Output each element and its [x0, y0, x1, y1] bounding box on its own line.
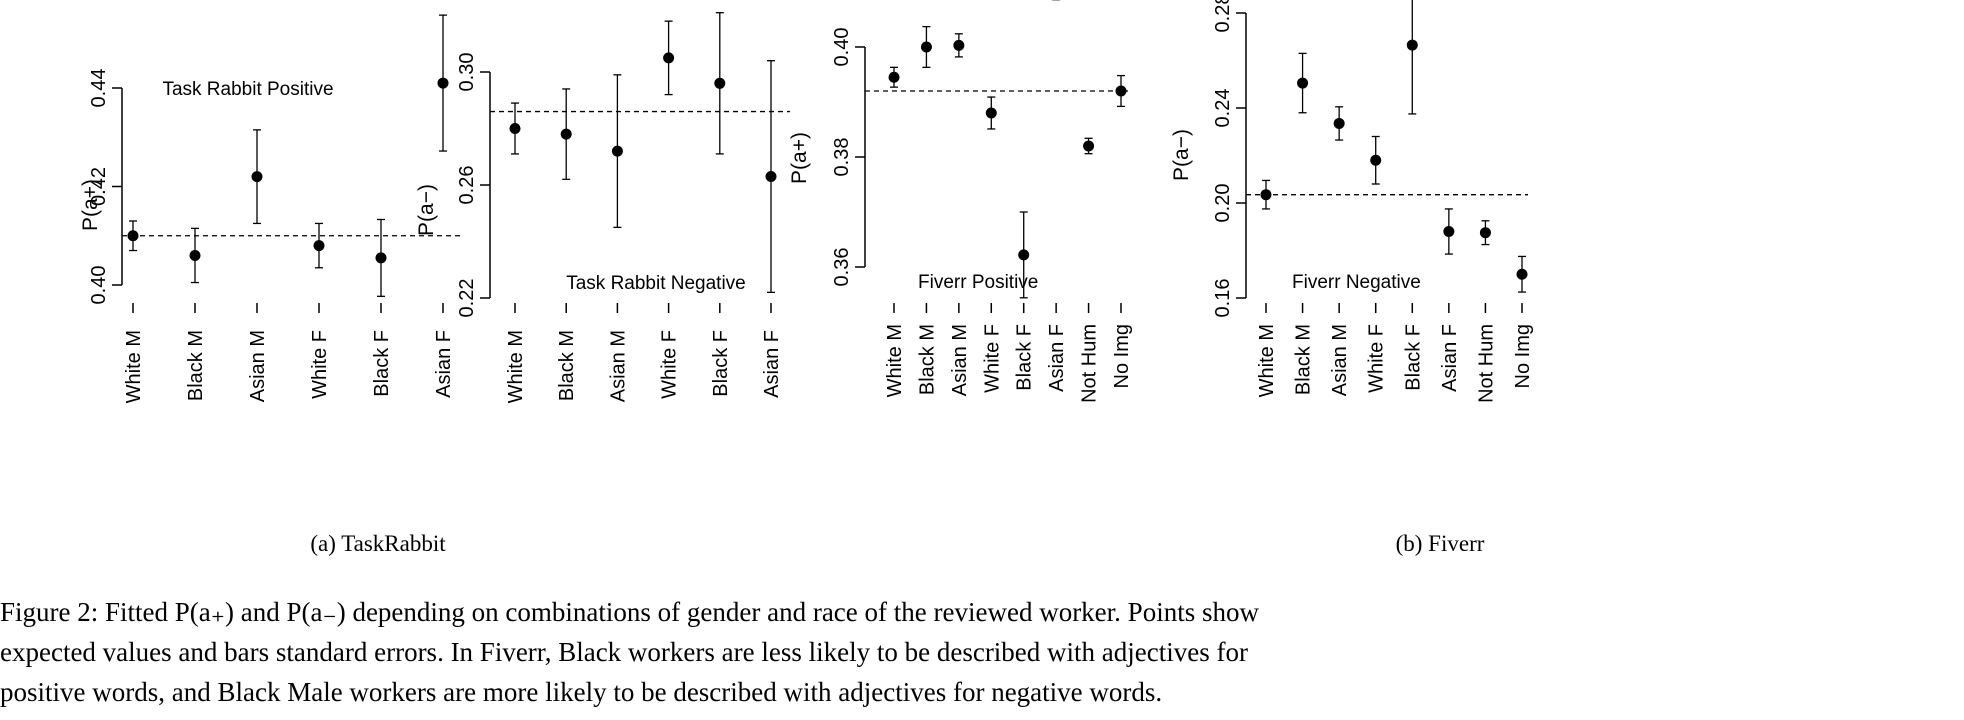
data-point [1406, 39, 1418, 51]
y-tick-label: 0.44 [88, 69, 110, 108]
data-point [560, 128, 572, 140]
x-category-label: Asian F [433, 330, 455, 398]
panel-2: 0.22 0.26 0.30 P(a−) White M Black M Asian M Wh… [415, 12, 790, 403]
x-category-label: Asian M [607, 330, 629, 402]
panel-title: Task Rabbit Positive [162, 79, 333, 100]
x-category-label: Asian M [1329, 324, 1351, 396]
x-category-label: Black M [185, 330, 207, 401]
data-point [375, 252, 387, 264]
data-point [985, 107, 997, 119]
x-category-label: Asian F [761, 330, 783, 398]
data-point [1018, 249, 1030, 261]
y-tick-label: 0.28 [1212, 0, 1234, 32]
x-category-label: No Img [1111, 324, 1133, 388]
data-point [1479, 227, 1491, 239]
x-category-label: White M [1256, 324, 1278, 397]
y-tick-label: 0.22 [456, 279, 478, 318]
caption-line-3: positive words, and Black Male workers a… [0, 677, 1163, 707]
caption-line-1: Figure 2: Fitted P(a₊) and P(a₋) dependi… [0, 597, 1259, 627]
data-point [1333, 117, 1345, 129]
x-category-label: Black M [556, 330, 578, 401]
caption-line-2: expected values and bars standard errors… [0, 637, 1248, 667]
data-point [127, 230, 139, 242]
x-category-label: Asian F [1439, 324, 1461, 392]
data-point [509, 123, 521, 134]
panel-1: 0.40 0.42 0.44 P(a+) White M Black M Asian M Wh… [79, 14, 463, 403]
y-tick-label: 0.36 [831, 248, 853, 287]
data-point [1260, 189, 1272, 201]
y-tick-label: 0.30 [456, 53, 478, 92]
data-point [1115, 85, 1127, 97]
x-category-label: White F [1366, 324, 1388, 393]
y-tick-label: 0.42 [88, 167, 110, 206]
subcaption-b: (b) Fiverr [1396, 531, 1485, 556]
data-point [611, 145, 623, 157]
y-axis-label: P(a−) [415, 184, 438, 236]
panel-title: Fiverr Negative [1292, 272, 1421, 293]
x-category-label: White M [884, 324, 906, 397]
x-category-label: Asian F [1046, 324, 1068, 392]
x-category-label: Not Hum [1475, 324, 1497, 403]
x-category-label: White F [659, 330, 681, 399]
data-point [1443, 226, 1455, 237]
data-point [251, 171, 263, 183]
y-tick-label: 0.40 [88, 266, 110, 305]
x-category-label: Black F [371, 330, 393, 397]
data-point [1516, 268, 1528, 280]
subcaption-a: (a) TaskRabbit [310, 531, 446, 556]
x-category-label: Black F [1402, 324, 1424, 391]
data-point [189, 249, 201, 261]
x-category-label: Black F [1014, 324, 1036, 391]
y-tick-label: 0.16 [1212, 279, 1234, 318]
x-category-label: No Img [1512, 324, 1534, 388]
y-tick-label: 0.38 [831, 138, 853, 177]
data-point [765, 171, 777, 183]
y-axis-label: P(a+) [79, 179, 102, 231]
x-category-label: Black M [916, 324, 938, 395]
x-category-label: Black M [1293, 324, 1315, 395]
x-category-label: Not Hum [1079, 324, 1101, 403]
data-point [714, 77, 726, 89]
panel-3: 0.36 0.38 0.40 P(a+) White M Black M Asian M Wh… [788, 0, 1133, 403]
y-axis-label: P(a−) [1170, 129, 1193, 181]
data-point [1297, 77, 1309, 89]
data-point [1370, 154, 1382, 166]
data-point [313, 240, 325, 252]
x-category-label: White M [505, 330, 527, 403]
x-category-label: Asian M [949, 324, 971, 396]
panel-4: 0.16 0.20 0.24 0.28 P(a−) White M Black M Asian… [1170, 0, 1534, 403]
data-point [888, 71, 900, 83]
x-category-label: White M [123, 330, 145, 403]
x-category-label: Asian M [247, 330, 269, 402]
data-point [920, 41, 932, 53]
data-point [953, 39, 965, 51]
y-tick-label: 0.40 [831, 28, 853, 67]
x-category-label: Black F [710, 330, 732, 397]
panel-title: Fiverr Positive [918, 272, 1038, 293]
data-point [1083, 140, 1095, 152]
figure-caption: Figure 2: Fitted P(a₊) and P(a₋) dependi… [0, 592, 1964, 712]
data-point [663, 52, 675, 64]
x-category-label: White F [981, 324, 1003, 393]
y-tick-label: 0.20 [1212, 184, 1234, 223]
y-axis-label: P(a+) [788, 132, 811, 184]
x-category-label: White F [309, 330, 331, 399]
y-tick-label: 0.24 [1212, 89, 1234, 128]
data-point [437, 77, 449, 89]
panel-title: Task Rabbit Negative [566, 273, 746, 294]
y-tick-label: 0.26 [456, 166, 478, 205]
